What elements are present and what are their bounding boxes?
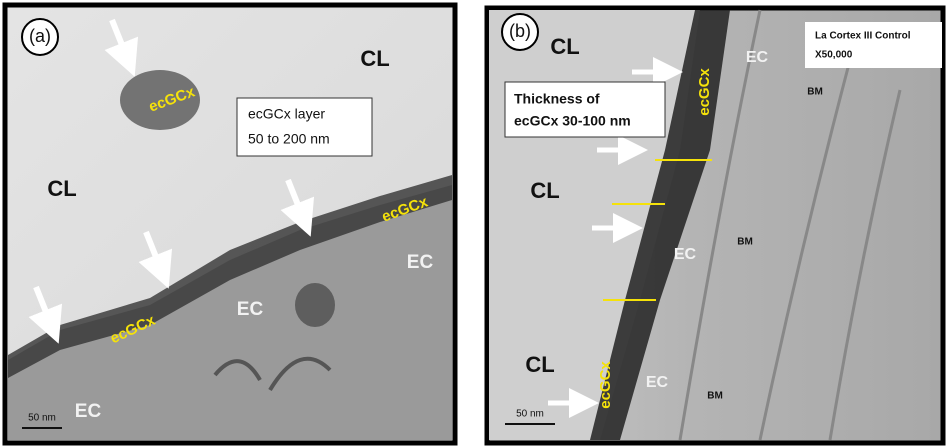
panel-tag: (a) (29, 26, 51, 46)
panel-b: (b) CL La Cortex III Control X50,000 EC … (487, 8, 943, 443)
label: CL (550, 34, 579, 59)
label: EC (237, 299, 264, 320)
label: 50 to 200 nm (248, 131, 330, 147)
vesicle (295, 283, 335, 327)
label: CL (47, 176, 76, 201)
panel-tag: (b) (509, 21, 531, 41)
label: EC (75, 401, 102, 422)
label: ecGCx 30-100 nm (514, 113, 631, 129)
label: Thickness of (514, 91, 600, 107)
label: EC (674, 246, 697, 263)
label: CL (360, 46, 389, 71)
label: ecGCx (696, 68, 713, 116)
label: BM (707, 391, 723, 402)
label: 50 nm (516, 409, 544, 420)
label-box (805, 22, 942, 68)
label: La Cortex III Control (815, 31, 911, 42)
label: CL (525, 352, 554, 377)
label: EC (407, 252, 434, 273)
label: BM (807, 87, 823, 98)
label: EC (746, 49, 769, 66)
label: ecGCx layer (248, 106, 325, 122)
panel-a: (a) CL ecGCx ecGCx layer 50 to 200 nm CL… (5, 5, 455, 443)
label: BM (737, 237, 753, 248)
label: X50,000 (815, 50, 853, 61)
page: {"panels": [ {"tag": "(a)", "labels": ["… (0, 0, 950, 447)
label: CL (530, 178, 559, 203)
figure: (a) CL ecGCx ecGCx layer 50 to 200 nm CL… (0, 0, 950, 447)
label: 50 nm (28, 413, 56, 424)
label: EC (646, 374, 669, 391)
label: ecGCx (597, 361, 614, 409)
